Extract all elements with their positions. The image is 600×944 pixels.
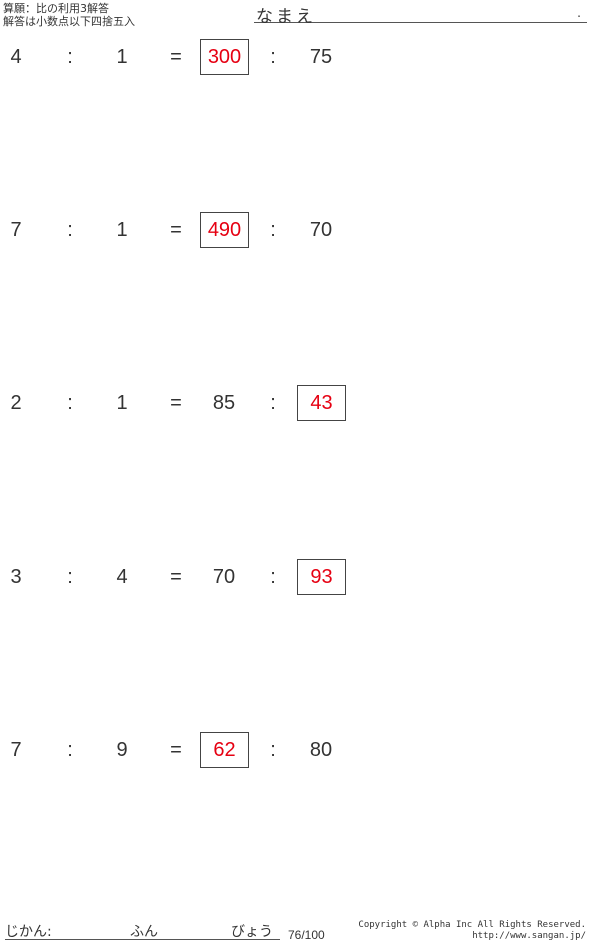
ratio-term-b: 9 xyxy=(116,739,128,761)
answer-box[interactable]: 300 xyxy=(200,39,249,75)
site-url: http://www.sangan.jp/ xyxy=(472,931,586,941)
ratio-term-b: 1 xyxy=(116,219,128,241)
problem-row: 7: 9 = 62: 80 xyxy=(0,732,600,768)
colon-symbol: : xyxy=(67,566,73,588)
ratio-term-c: 85 xyxy=(212,392,236,414)
ratio-term-b: 1 xyxy=(116,46,128,68)
ratio-term-d: 75 xyxy=(309,46,333,68)
copyright-text: Copyright © Alpha Inc All Rights Reserve… xyxy=(358,920,586,930)
worksheet-instructions: 解答は小数点以下四捨五入 xyxy=(3,15,135,28)
ratio-term-c: 70 xyxy=(212,566,236,588)
minutes-label: ふん xyxy=(130,924,158,940)
ratio-term-a: 2 xyxy=(10,392,22,414)
name-dot: . xyxy=(577,6,581,20)
problem-row: 4: 1 = 300: 75 xyxy=(0,39,600,75)
name-field[interactable]: なまえ . xyxy=(254,4,587,27)
ratio-term-b: 1 xyxy=(116,392,128,414)
equals-symbol: = xyxy=(170,46,182,68)
colon-symbol: : xyxy=(67,392,73,414)
problem-row: 7: 1 = 490: 70 xyxy=(0,212,600,248)
ratio-term-a: 3 xyxy=(10,566,22,588)
colon-symbol: : xyxy=(67,46,73,68)
page-number: 76/100 xyxy=(288,928,325,942)
colon-symbol: : xyxy=(270,46,276,68)
colon-symbol: : xyxy=(67,739,73,761)
seconds-label: びょう xyxy=(231,924,273,940)
equals-symbol: = xyxy=(170,739,182,761)
ratio-term-b: 4 xyxy=(116,566,128,588)
equals-symbol: = xyxy=(170,219,182,241)
answer-box[interactable]: 93 xyxy=(297,559,346,595)
problem-row: 2:1 = 85:43 xyxy=(0,385,600,421)
ratio-term-a: 4 xyxy=(10,46,22,68)
worksheet-title: 算願：比の利用3解答 xyxy=(3,2,109,15)
ratio-term-d: 70 xyxy=(309,219,333,241)
colon-symbol: : xyxy=(67,219,73,241)
name-label: なまえ xyxy=(256,7,316,27)
copyright: Copyright © Alpha Inc All Rights Reserve… xyxy=(358,920,586,942)
time-field[interactable]: じかん: ふん びょう xyxy=(5,921,280,940)
ratio-term-d: 80 xyxy=(309,739,333,761)
colon-symbol: : xyxy=(270,739,276,761)
ratio-term-a: 7 xyxy=(10,739,22,761)
time-label: じかん: xyxy=(5,924,52,940)
problem-row: 3:4 = 70:93 xyxy=(0,559,600,595)
ratio-term-a: 7 xyxy=(10,219,22,241)
equals-symbol: = xyxy=(170,392,182,414)
colon-symbol: : xyxy=(270,219,276,241)
colon-symbol: : xyxy=(270,566,276,588)
answer-box[interactable]: 62 xyxy=(200,732,249,768)
answer-box[interactable]: 490 xyxy=(200,212,249,248)
answer-box[interactable]: 43 xyxy=(297,385,346,421)
equals-symbol: = xyxy=(170,566,182,588)
colon-symbol: : xyxy=(270,392,276,414)
